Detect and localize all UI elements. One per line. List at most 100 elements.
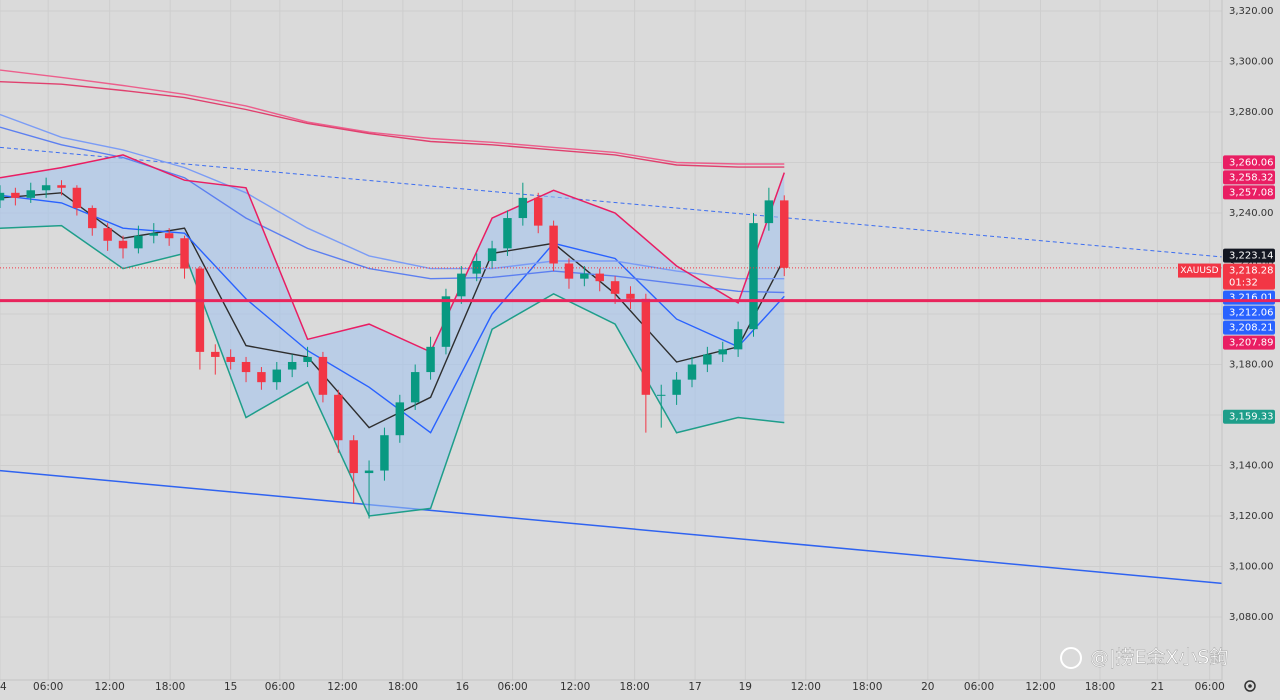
candle-body (195, 268, 205, 352)
x-tick-label: 06:00 (497, 681, 527, 693)
y-tick-label: 3,100.00 (1229, 562, 1274, 573)
x-tick-label: 15 (224, 681, 237, 693)
price-tag-label: 3,216.01 (1229, 293, 1274, 304)
x-tick-label: 12:00 (560, 681, 590, 693)
candle-body (26, 190, 35, 198)
candle-body (57, 185, 66, 188)
x-tick-label: 06:00 (33, 681, 63, 693)
x-tick-label: 20 (921, 681, 934, 693)
price-tags: 3,260.06 3,258.32 3,257.08 3,223.14 3,218.28… (1178, 155, 1275, 424)
x-tick-label: 21 (1151, 681, 1164, 693)
price-tag (1223, 409, 1275, 424)
y-tick-label: 3,140.00 (1229, 461, 1274, 472)
settings-icon[interactable] (1244, 680, 1256, 692)
price-tag-label: 3,208.21 (1229, 323, 1274, 334)
watermark-icon (1060, 647, 1082, 669)
candle-body (380, 435, 389, 471)
y-tick-label: 3,320.00 (1229, 6, 1274, 17)
moving-average (0, 81, 785, 168)
candle-body (641, 298, 651, 395)
candle-body (718, 349, 727, 355)
y-tick-label: 3,180.00 (1229, 360, 1274, 371)
candle-body (118, 240, 128, 249)
candle-body (533, 197, 543, 226)
candle-body (287, 361, 297, 370)
candle-body (703, 354, 712, 365)
candle-body (687, 364, 697, 380)
x-tick-label: 18:00 (155, 681, 185, 693)
candle-body (41, 185, 51, 191)
candle-body (657, 394, 666, 396)
candle-body (164, 233, 174, 239)
y-tick-label: 3,120.00 (1229, 511, 1274, 522)
candle-body (257, 372, 266, 383)
candle-body (610, 281, 620, 294)
x-tick-label: 18:00 (388, 681, 418, 693)
y-tick-label: 3,240.00 (1229, 208, 1274, 219)
candle-body (580, 273, 589, 279)
price-tag (1223, 263, 1275, 290)
candle-body (410, 372, 420, 403)
candle-body (764, 200, 774, 224)
candle-body (595, 273, 604, 282)
candle-body (472, 260, 481, 274)
candle-body (149, 233, 159, 236)
x-tick-label: 18:00 (1085, 681, 1115, 693)
y-tick-label: 3,300.00 (1229, 57, 1274, 68)
candle-body (272, 369, 282, 383)
candle-body (749, 223, 758, 330)
price-tag (1223, 155, 1275, 170)
price-tag (1223, 248, 1275, 263)
bollinger-upper (0, 154, 786, 353)
candle-body (72, 187, 82, 208)
plot-area (0, 69, 1222, 585)
candle-body (626, 293, 635, 299)
bollinger-lower (0, 224, 785, 517)
candle-body (564, 263, 574, 279)
candle-body (180, 238, 189, 269)
x-tick-label: 12:00 (791, 681, 821, 693)
trend-line (0, 146, 1222, 258)
trend-line (0, 469, 1222, 585)
x-tick-label: 06:00 (964, 681, 994, 693)
candle-body (103, 228, 112, 241)
moving-average (0, 69, 785, 165)
price-tag-label: 3,257.08 (1229, 187, 1274, 198)
candle-body (733, 329, 743, 350)
candle-body (241, 361, 251, 373)
moving-average (0, 126, 785, 294)
x-tick-label: 12:00 (1025, 681, 1055, 693)
candle-body (503, 218, 512, 249)
candle-body (303, 356, 312, 362)
x-tick-label: 06:00 (265, 681, 295, 693)
moving-average (0, 113, 785, 280)
x-tick-label: 18:00 (619, 681, 649, 693)
price-tag (1223, 185, 1275, 200)
price-tag-label: 3,212.06 (1229, 308, 1274, 319)
price-tag (1223, 305, 1275, 320)
price-tag-label: 3,260.06 (1229, 157, 1274, 168)
candle-body (395, 402, 405, 436)
x-tick-label: 16 (456, 681, 470, 693)
x-tick-label: 18:00 (852, 681, 882, 693)
x-tick-label: 12:00 (95, 681, 125, 693)
candle-body (334, 394, 343, 441)
x-tick-label: 19 (739, 681, 752, 693)
candle-body (364, 470, 374, 474)
price-tag-label: 3,207.89 (1229, 338, 1274, 349)
candle-body (441, 296, 451, 347)
candle-body (487, 248, 497, 261)
symbol-tag (1178, 263, 1221, 278)
candle-body (134, 235, 143, 249)
y-tick-label: 3,080.00 (1229, 612, 1274, 623)
price-tag-label: 3,218.28 (1229, 266, 1274, 277)
candle-body (518, 197, 528, 219)
price-tag-label: 3,159.33 (1229, 412, 1274, 423)
y-tick-label: 3,280.00 (1229, 107, 1274, 118)
x-tick-label: 14 (0, 681, 7, 693)
candle-body (426, 346, 435, 373)
candle-body (457, 273, 466, 297)
x-tick-label: 06:00 (1195, 681, 1225, 693)
